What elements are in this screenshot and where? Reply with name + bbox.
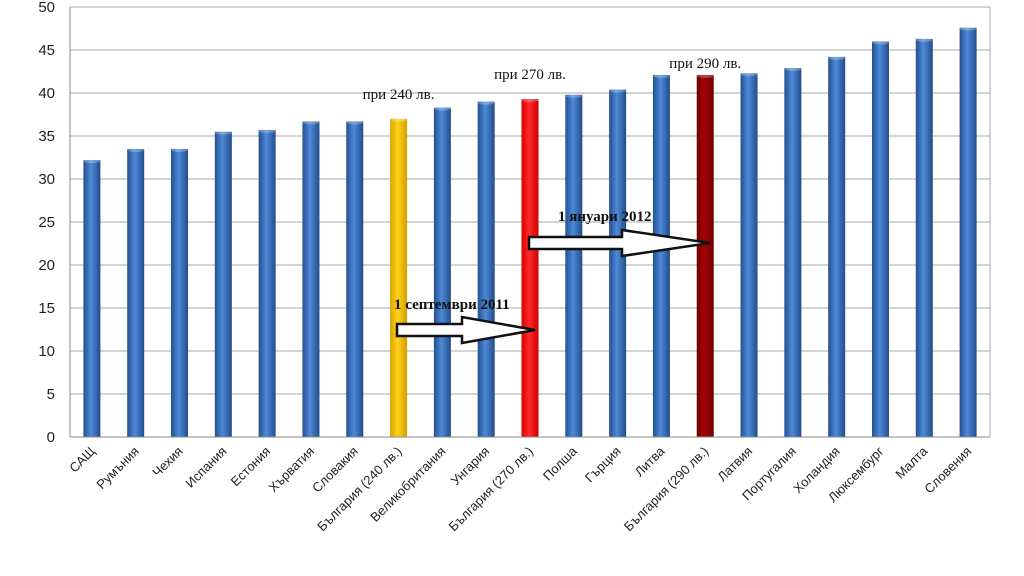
bar bbox=[258, 129, 276, 438]
bar bbox=[828, 56, 846, 437]
y-tick-label: 10 bbox=[38, 343, 55, 360]
bar-top-highlight bbox=[696, 73, 714, 78]
bar bbox=[959, 27, 977, 437]
bar bbox=[390, 118, 408, 438]
x-tick-label: Великобритания bbox=[367, 444, 448, 525]
annotation-bar-270: при 270 лв. bbox=[494, 67, 566, 83]
bar bbox=[740, 73, 758, 437]
bar bbox=[565, 94, 583, 437]
bar bbox=[214, 131, 232, 437]
bar-top-highlight bbox=[565, 93, 583, 98]
bar-top-highlight bbox=[214, 130, 232, 135]
annotation-bar-290: при 290 лв. bbox=[669, 56, 741, 72]
x-tick-label: Малта bbox=[892, 443, 931, 482]
x-tick-label: Гърция bbox=[582, 444, 624, 486]
arrow-2012-shape bbox=[527, 228, 711, 258]
y-tick-label: 5 bbox=[47, 386, 55, 403]
arrow-2011: 1 септември 2011 bbox=[394, 297, 536, 345]
x-tick-label: Унгария bbox=[448, 444, 493, 489]
bar bbox=[521, 99, 539, 438]
arrow-2011-label: 1 септември 2011 bbox=[394, 297, 510, 313]
bar-top-highlight bbox=[346, 120, 364, 125]
bar-top-highlight bbox=[959, 26, 977, 31]
y-tick-label: 15 bbox=[38, 300, 55, 317]
x-tick-label: България (270 лв.) bbox=[446, 444, 537, 535]
bar bbox=[171, 148, 189, 437]
bar bbox=[871, 41, 889, 438]
bar-top-highlight bbox=[433, 106, 451, 111]
y-tick-label: 30 bbox=[38, 171, 55, 188]
bar bbox=[652, 74, 670, 437]
bar bbox=[83, 160, 101, 437]
x-tick-label: Полша bbox=[540, 443, 581, 484]
bar-top-highlight bbox=[171, 147, 189, 152]
x-tick-label: Словения bbox=[921, 444, 974, 497]
x-tick-label: Чехия bbox=[149, 444, 185, 480]
bar bbox=[696, 74, 714, 437]
bars bbox=[83, 26, 977, 438]
bar bbox=[609, 89, 627, 437]
bar bbox=[915, 38, 933, 437]
y-tick-label: 25 bbox=[38, 214, 55, 231]
bar-top-highlight bbox=[871, 40, 889, 45]
arrow-2012: 1 януари 2012 bbox=[527, 209, 711, 258]
bar-top-highlight bbox=[784, 67, 802, 72]
arrow-2011-shape bbox=[395, 315, 536, 345]
y-tick-label: 35 bbox=[38, 128, 55, 145]
x-tick-label: България (240 лв.) bbox=[314, 444, 405, 535]
bar bbox=[477, 101, 495, 437]
y-tick-label: 0 bbox=[47, 429, 55, 446]
bar bbox=[433, 107, 451, 438]
x-tick-label: Румъния bbox=[93, 444, 141, 492]
bar-top-highlight bbox=[915, 37, 933, 42]
bar-top-highlight bbox=[740, 72, 758, 77]
bar bbox=[346, 121, 364, 437]
bar-top-highlight bbox=[302, 120, 320, 125]
bar-top-highlight bbox=[83, 159, 101, 164]
x-tick-label: България (290 лв.) bbox=[621, 444, 712, 535]
bar-top-highlight bbox=[477, 100, 495, 105]
bar-top-highlight bbox=[127, 147, 145, 152]
bar bbox=[127, 148, 145, 437]
x-tick-label: САЩ bbox=[66, 444, 98, 476]
x-tick-label: Испания bbox=[182, 444, 229, 491]
bar bbox=[302, 121, 320, 437]
y-tick-label: 40 bbox=[38, 85, 55, 102]
arrow-2012-label: 1 януари 2012 bbox=[558, 209, 652, 225]
bar-top-highlight bbox=[258, 128, 276, 133]
bar bbox=[784, 68, 802, 437]
bar-top-highlight bbox=[521, 98, 539, 103]
y-axis: 0 5 10 15 20 25 30 35 40 45 50 bbox=[38, 0, 991, 446]
y-tick-label: 20 bbox=[38, 257, 55, 274]
y-tick-label: 50 bbox=[38, 0, 55, 16]
bar-top-highlight bbox=[609, 88, 627, 93]
bar-top-highlight bbox=[390, 117, 408, 122]
x-tick-label: Латвия bbox=[714, 444, 755, 485]
bar-top-highlight bbox=[828, 55, 846, 60]
y-tick-label: 45 bbox=[38, 42, 55, 59]
bar-top-highlight bbox=[652, 73, 670, 78]
annotation-bar-240: при 240 лв. bbox=[363, 87, 435, 103]
x-tick-label: Литва bbox=[632, 443, 668, 479]
x-tick-label: Хърватия bbox=[265, 444, 317, 496]
